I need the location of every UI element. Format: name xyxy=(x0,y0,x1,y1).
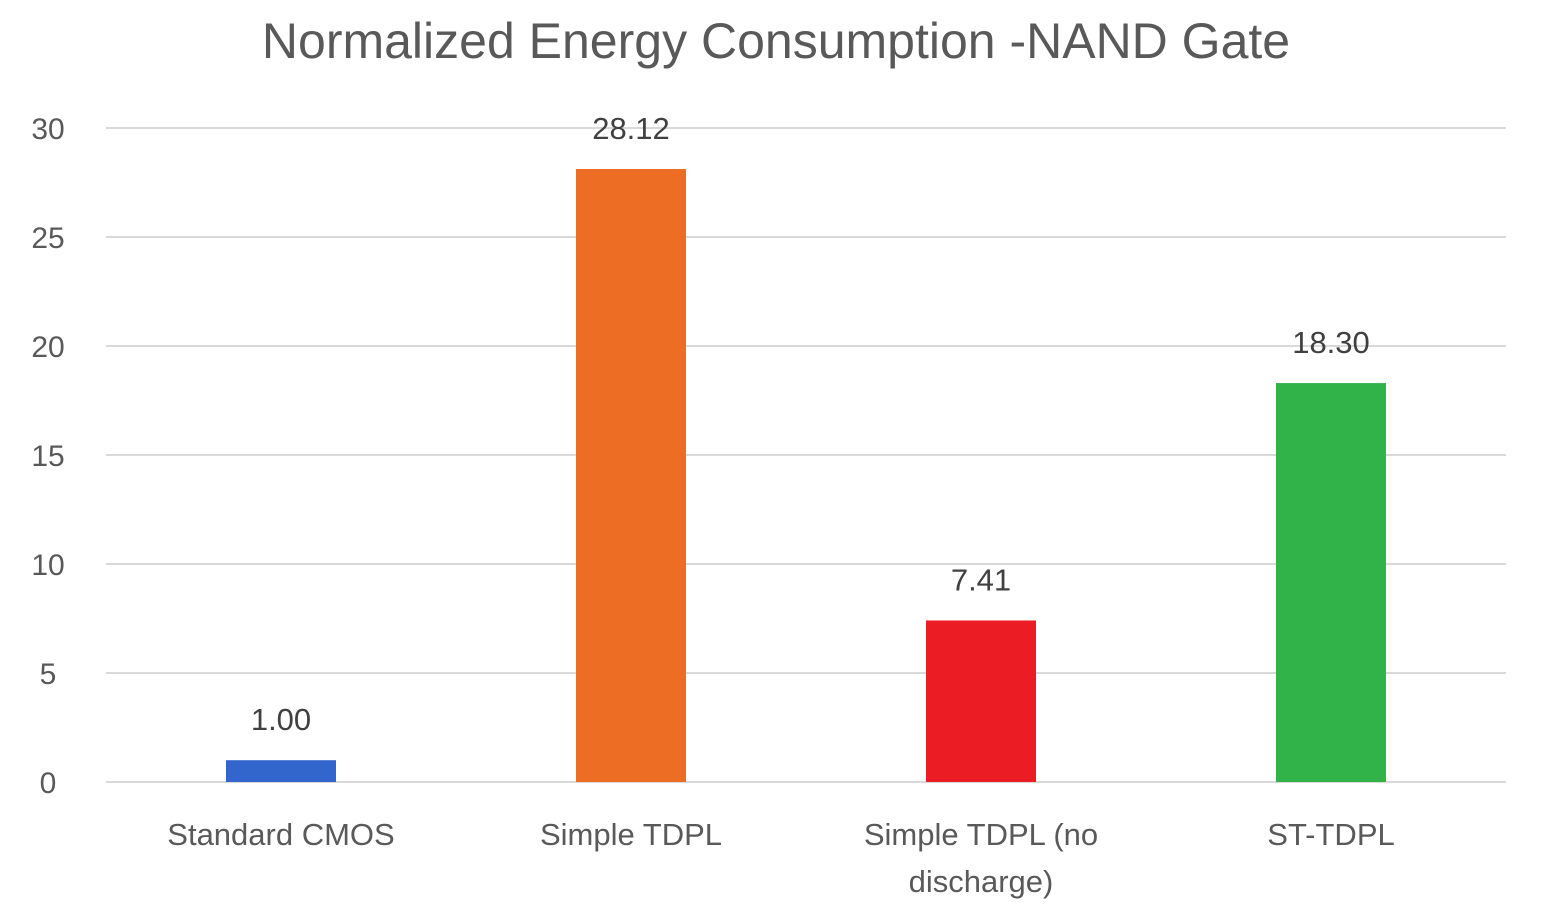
data-label: 28.12 xyxy=(592,111,670,146)
category-label-line: Simple TDPL xyxy=(540,817,722,852)
bar-4 xyxy=(1276,383,1386,782)
data-labels: 1.00 28.12 7.41 18.30 xyxy=(251,111,1370,737)
chart-title: Normalized Energy Consumption -NAND Gate xyxy=(262,13,1290,69)
gridlines xyxy=(106,127,1506,783)
y-tick-label: 20 xyxy=(31,331,64,364)
category-label: ST-TDPL xyxy=(1267,817,1394,852)
category-label-line: Simple TDPL (no xyxy=(864,817,1098,852)
category-label-line: ST-TDPL xyxy=(1267,817,1394,852)
category-label-line: Standard CMOS xyxy=(167,817,394,852)
y-tick-label: 0 xyxy=(40,767,57,800)
data-label: 1.00 xyxy=(251,702,311,737)
y-tick-label: 30 xyxy=(31,113,64,146)
data-label: 7.41 xyxy=(951,562,1011,597)
y-axis-tick-labels: 0 5 10 15 20 25 30 xyxy=(31,113,64,800)
bar-3 xyxy=(926,620,1036,782)
category-label: Standard CMOS xyxy=(167,817,394,852)
y-tick-label: 25 xyxy=(31,222,64,255)
bar-1 xyxy=(226,760,336,782)
category-label: Simple TDPL (no discharge) xyxy=(864,817,1098,899)
category-label-line: discharge) xyxy=(909,864,1054,899)
bars xyxy=(226,168,1386,782)
bar-2 xyxy=(576,168,686,782)
category-label: Simple TDPL xyxy=(540,817,722,852)
y-tick-label: 5 xyxy=(40,658,57,691)
data-label: 18.30 xyxy=(1292,325,1370,360)
y-tick-label: 15 xyxy=(31,440,64,473)
y-tick-label: 10 xyxy=(31,549,64,582)
category-labels: Standard CMOS Simple TDPL Simple TDPL (no d… xyxy=(167,817,1394,899)
